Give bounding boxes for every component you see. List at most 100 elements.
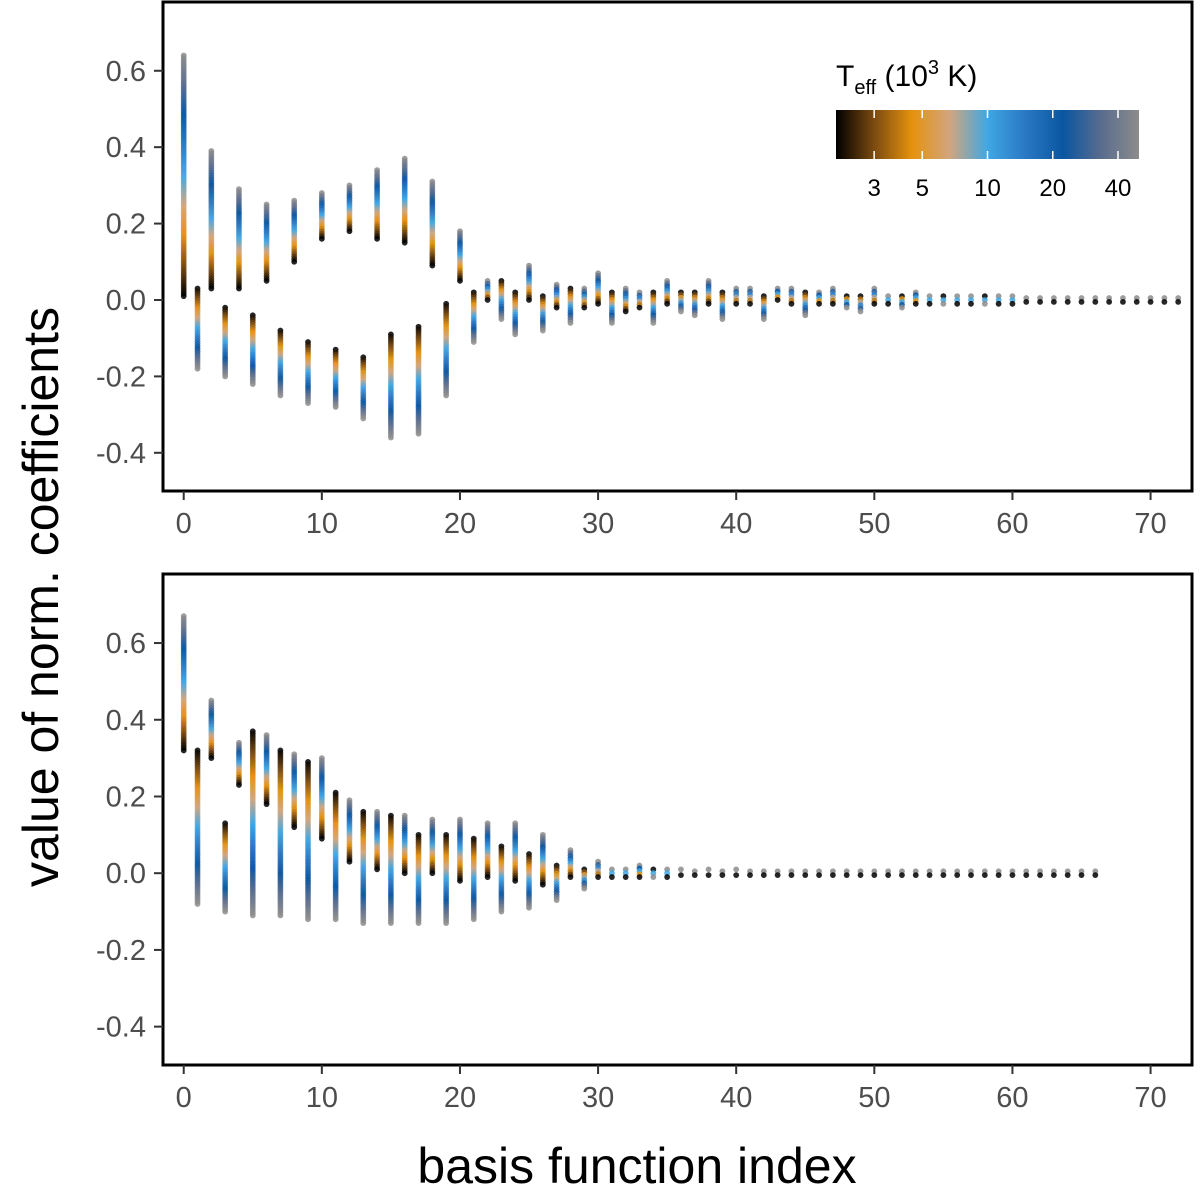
top-point: [194, 365, 201, 372]
bottom-point: [567, 874, 574, 880]
top-column-x47: [829, 285, 836, 307]
bottom-point: [374, 866, 380, 873]
bottom-column-x54: [926, 868, 933, 879]
bottom-point: [664, 874, 671, 880]
top-column-x57: [968, 293, 974, 307]
bottom-point: [429, 870, 436, 877]
top-point: [719, 316, 726, 322]
bottom-column-x6: [263, 732, 270, 808]
top-column-x42: [760, 293, 767, 322]
bottom-point: [387, 920, 394, 926]
top-column-x60: [1009, 293, 1016, 307]
bottom-column-x43: [774, 868, 781, 879]
top-column-x39: [719, 289, 726, 322]
top-column-x52: [899, 293, 905, 311]
bottom-point: [719, 872, 726, 879]
bottom-point: [595, 874, 601, 880]
bottom-point: [899, 872, 905, 879]
top-point: [318, 235, 325, 242]
top-point: [1092, 298, 1099, 305]
bottom-column-x41: [747, 868, 753, 879]
top-x-tick-label: 10: [306, 508, 338, 540]
colorbar-title-close: K): [939, 60, 977, 93]
top-column-x24: [512, 289, 519, 338]
top-column-x37: [691, 289, 698, 319]
top-y-tick-label: -0.2: [96, 361, 146, 393]
top-data-points: [180, 52, 1182, 441]
top-column-x35: [664, 277, 671, 307]
bottom-x-tick-label: 0: [176, 1082, 192, 1114]
top-point: [940, 300, 947, 307]
top-column-x64: [1064, 295, 1071, 305]
top-column-x68: [1120, 295, 1126, 305]
top-column-x18: [429, 178, 436, 269]
colorbar-title: Teff (103 K): [836, 57, 977, 99]
top-column-x59: [995, 293, 1002, 307]
top-point: [1050, 298, 1057, 305]
top-column-x6: [263, 201, 270, 284]
top-column-x12: [346, 182, 353, 235]
bottom-point: [816, 872, 822, 879]
colorbar-tick-label: 10: [974, 175, 1001, 202]
top-column-x38: [705, 277, 712, 307]
bottom-point: [401, 870, 408, 877]
top-point: [829, 300, 836, 307]
top-column-x15: [387, 331, 394, 441]
top-column-x22: [484, 277, 491, 303]
bottom-point: [705, 866, 712, 873]
top-point: [263, 277, 270, 284]
colorbar-bar: [836, 110, 1139, 159]
bottom-column-x58: [981, 868, 988, 879]
bottom-column-x62: [1037, 868, 1043, 879]
bottom-point: [415, 920, 422, 926]
top-column-x30: [595, 270, 601, 307]
top-point: [1133, 298, 1140, 305]
bottom-y-tick-label: 0.6: [106, 628, 146, 660]
bottom-data-points: [180, 613, 1099, 926]
bottom-point: [1023, 872, 1030, 879]
top-point: [429, 262, 436, 269]
top-point: [871, 300, 878, 307]
bottom-column-x27: [553, 862, 560, 903]
colorbar-title-main: T: [836, 60, 854, 93]
top-column-x21: [470, 289, 477, 345]
top-column-x71: [1161, 295, 1168, 305]
panel-top: 0 10 20 30 40 50 60 70 -0.4 -0.2 0.0 0.2 0.4 0.6: [96, 0, 1194, 540]
bottom-x-tick-label: 10: [306, 1082, 338, 1114]
bottom-column-x28: [567, 847, 574, 880]
bottom-x-tick-label: 70: [1134, 1082, 1166, 1114]
top-point: [608, 320, 615, 326]
top-column-x44: [788, 285, 795, 307]
bottom-column-x37: [691, 868, 698, 879]
top-point: [760, 316, 767, 322]
top-column-x32: [622, 285, 629, 315]
top-column-x36: [678, 289, 684, 315]
top-column-x45: [802, 289, 809, 319]
top-point: [843, 304, 850, 311]
top-point: [1106, 298, 1113, 305]
bottom-point: [194, 900, 201, 907]
colorbar-tick-label: 5: [916, 175, 929, 202]
bottom-column-x17: [415, 831, 422, 926]
bottom-column-x52: [899, 868, 905, 879]
bottom-point: [940, 872, 947, 879]
bottom-point: [539, 881, 546, 888]
bottom-point: [885, 872, 892, 879]
bottom-column-x65: [1078, 868, 1085, 879]
top-column-x29: [581, 285, 588, 311]
bottom-point: [926, 872, 933, 879]
bottom-column-x15: [387, 812, 394, 926]
bottom-point: [705, 872, 712, 879]
bottom-point: [995, 872, 1002, 879]
top-column-x46: [816, 289, 822, 307]
bottom-x-tick-label: 20: [444, 1082, 476, 1114]
top-column-x56: [954, 293, 961, 307]
top-x-tick-label: 60: [996, 508, 1028, 540]
bottom-column-x3: [222, 820, 229, 915]
top-x-tick-label: 30: [582, 508, 614, 540]
top-column-x62: [1037, 295, 1043, 305]
top-point: [705, 300, 712, 307]
top-point: [1064, 298, 1071, 305]
top-column-x66: [1092, 295, 1099, 305]
bottom-point: [678, 866, 684, 873]
